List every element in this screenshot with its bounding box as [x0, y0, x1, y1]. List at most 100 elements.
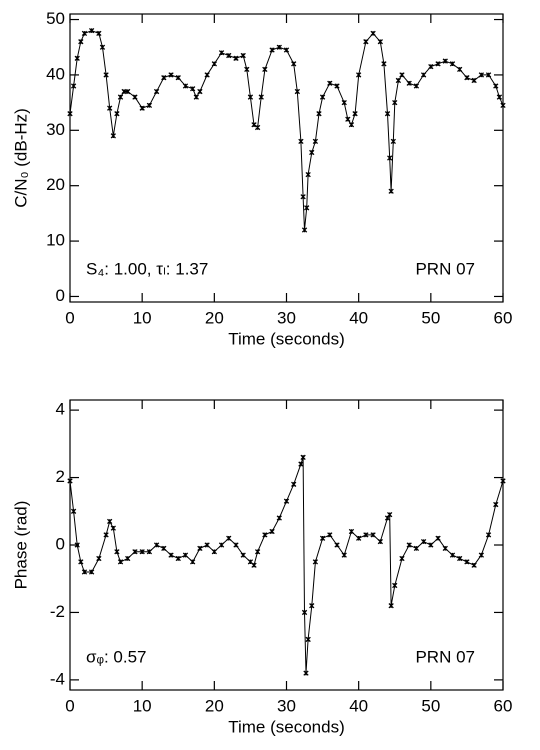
- data-point: [388, 188, 394, 194]
- data-point: [500, 478, 506, 484]
- data-point: [182, 83, 189, 89]
- x-tick-label: 10: [133, 308, 152, 327]
- data-point: [305, 636, 311, 643]
- data-point: [211, 549, 217, 555]
- data-point: [291, 481, 297, 487]
- x-tick-label: 30: [277, 696, 296, 715]
- data-point: [370, 30, 376, 37]
- data-point: [218, 50, 225, 56]
- data-point: [233, 542, 239, 548]
- data-point: [305, 171, 311, 178]
- data-point: [309, 149, 315, 156]
- annotation: σᵩ: 0.57: [86, 647, 147, 666]
- data-point: [190, 86, 196, 92]
- data-point: [117, 94, 124, 100]
- data-point: [240, 52, 246, 59]
- data-point: [449, 552, 456, 558]
- data-point: [496, 94, 503, 100]
- data-point: [96, 30, 102, 37]
- data-point: [387, 511, 393, 518]
- y-tick-label: 10: [46, 231, 65, 250]
- data-point: [319, 535, 326, 541]
- data-point: [442, 545, 448, 552]
- data-point: [327, 80, 333, 86]
- data-point: [103, 72, 109, 78]
- x-axis-label: Time (seconds): [228, 717, 345, 736]
- x-tick-label: 40: [349, 696, 368, 715]
- data-point: [251, 562, 257, 568]
- data-point: [377, 39, 383, 45]
- data-point: [341, 552, 347, 558]
- data-point: [218, 542, 225, 548]
- data-point: [395, 77, 402, 84]
- data-point: [204, 72, 210, 78]
- data-point: [114, 549, 120, 555]
- data-point: [370, 532, 376, 538]
- data-line: [69, 30, 504, 231]
- x-tick-label: 20: [205, 308, 224, 327]
- data-point: [88, 27, 95, 34]
- data-point: [300, 454, 306, 460]
- annotation: PRN 07: [415, 259, 475, 278]
- data-point: [153, 542, 160, 548]
- annotation: PRN 07: [415, 647, 475, 666]
- data-point: [226, 535, 232, 541]
- data-point: [298, 461, 304, 467]
- y-axis-label: Phase (rad): [11, 501, 30, 590]
- data-point: [309, 603, 315, 609]
- y-tick-label: 0: [56, 286, 65, 305]
- data-point: [493, 501, 499, 508]
- data-point: [175, 555, 181, 562]
- data-point: [420, 72, 427, 78]
- data-point: [67, 478, 73, 484]
- data-point: [399, 555, 405, 562]
- data-line: [69, 457, 504, 674]
- data-point: [406, 80, 412, 86]
- data-point: [388, 603, 394, 609]
- y-tick-label: 20: [46, 175, 65, 194]
- data-point: [500, 102, 506, 109]
- data-point: [262, 532, 268, 538]
- data-point: [363, 532, 369, 538]
- data-point: [294, 88, 300, 95]
- data-point: [110, 133, 116, 139]
- data-point: [139, 549, 145, 555]
- data-point: [233, 55, 239, 61]
- data-point: [161, 545, 167, 552]
- data-point: [81, 30, 88, 37]
- data-point: [276, 515, 282, 521]
- data-point: [78, 559, 84, 565]
- data-point: [334, 542, 340, 548]
- x-tick-label: 50: [421, 308, 440, 327]
- data-point: [348, 122, 355, 128]
- data-point: [390, 138, 396, 145]
- data-point: [107, 105, 113, 111]
- data-point: [352, 111, 358, 117]
- data-point: [449, 61, 456, 67]
- data-point: [99, 44, 106, 50]
- data-point: [146, 102, 153, 109]
- data-point: [464, 75, 470, 81]
- data-point: [363, 39, 369, 45]
- data-point: [298, 138, 304, 145]
- data-point: [168, 72, 174, 78]
- data-point: [420, 538, 427, 545]
- data-point: [78, 39, 84, 45]
- data-point: [413, 83, 420, 89]
- data-point: [435, 61, 441, 67]
- data-point: [226, 52, 232, 59]
- data-point: [269, 528, 275, 535]
- data-point: [269, 47, 275, 53]
- x-tick-label: 40: [349, 308, 368, 327]
- data-point: [377, 538, 383, 545]
- data-point: [125, 88, 131, 95]
- data-point: [197, 88, 203, 95]
- data-point: [428, 63, 434, 70]
- y-tick-label: 0: [56, 534, 65, 553]
- data-point: [345, 116, 351, 122]
- data-point: [117, 559, 124, 565]
- data-point: [457, 66, 463, 73]
- data-point: [291, 61, 297, 67]
- data-point: [300, 194, 306, 200]
- data-point: [478, 552, 485, 558]
